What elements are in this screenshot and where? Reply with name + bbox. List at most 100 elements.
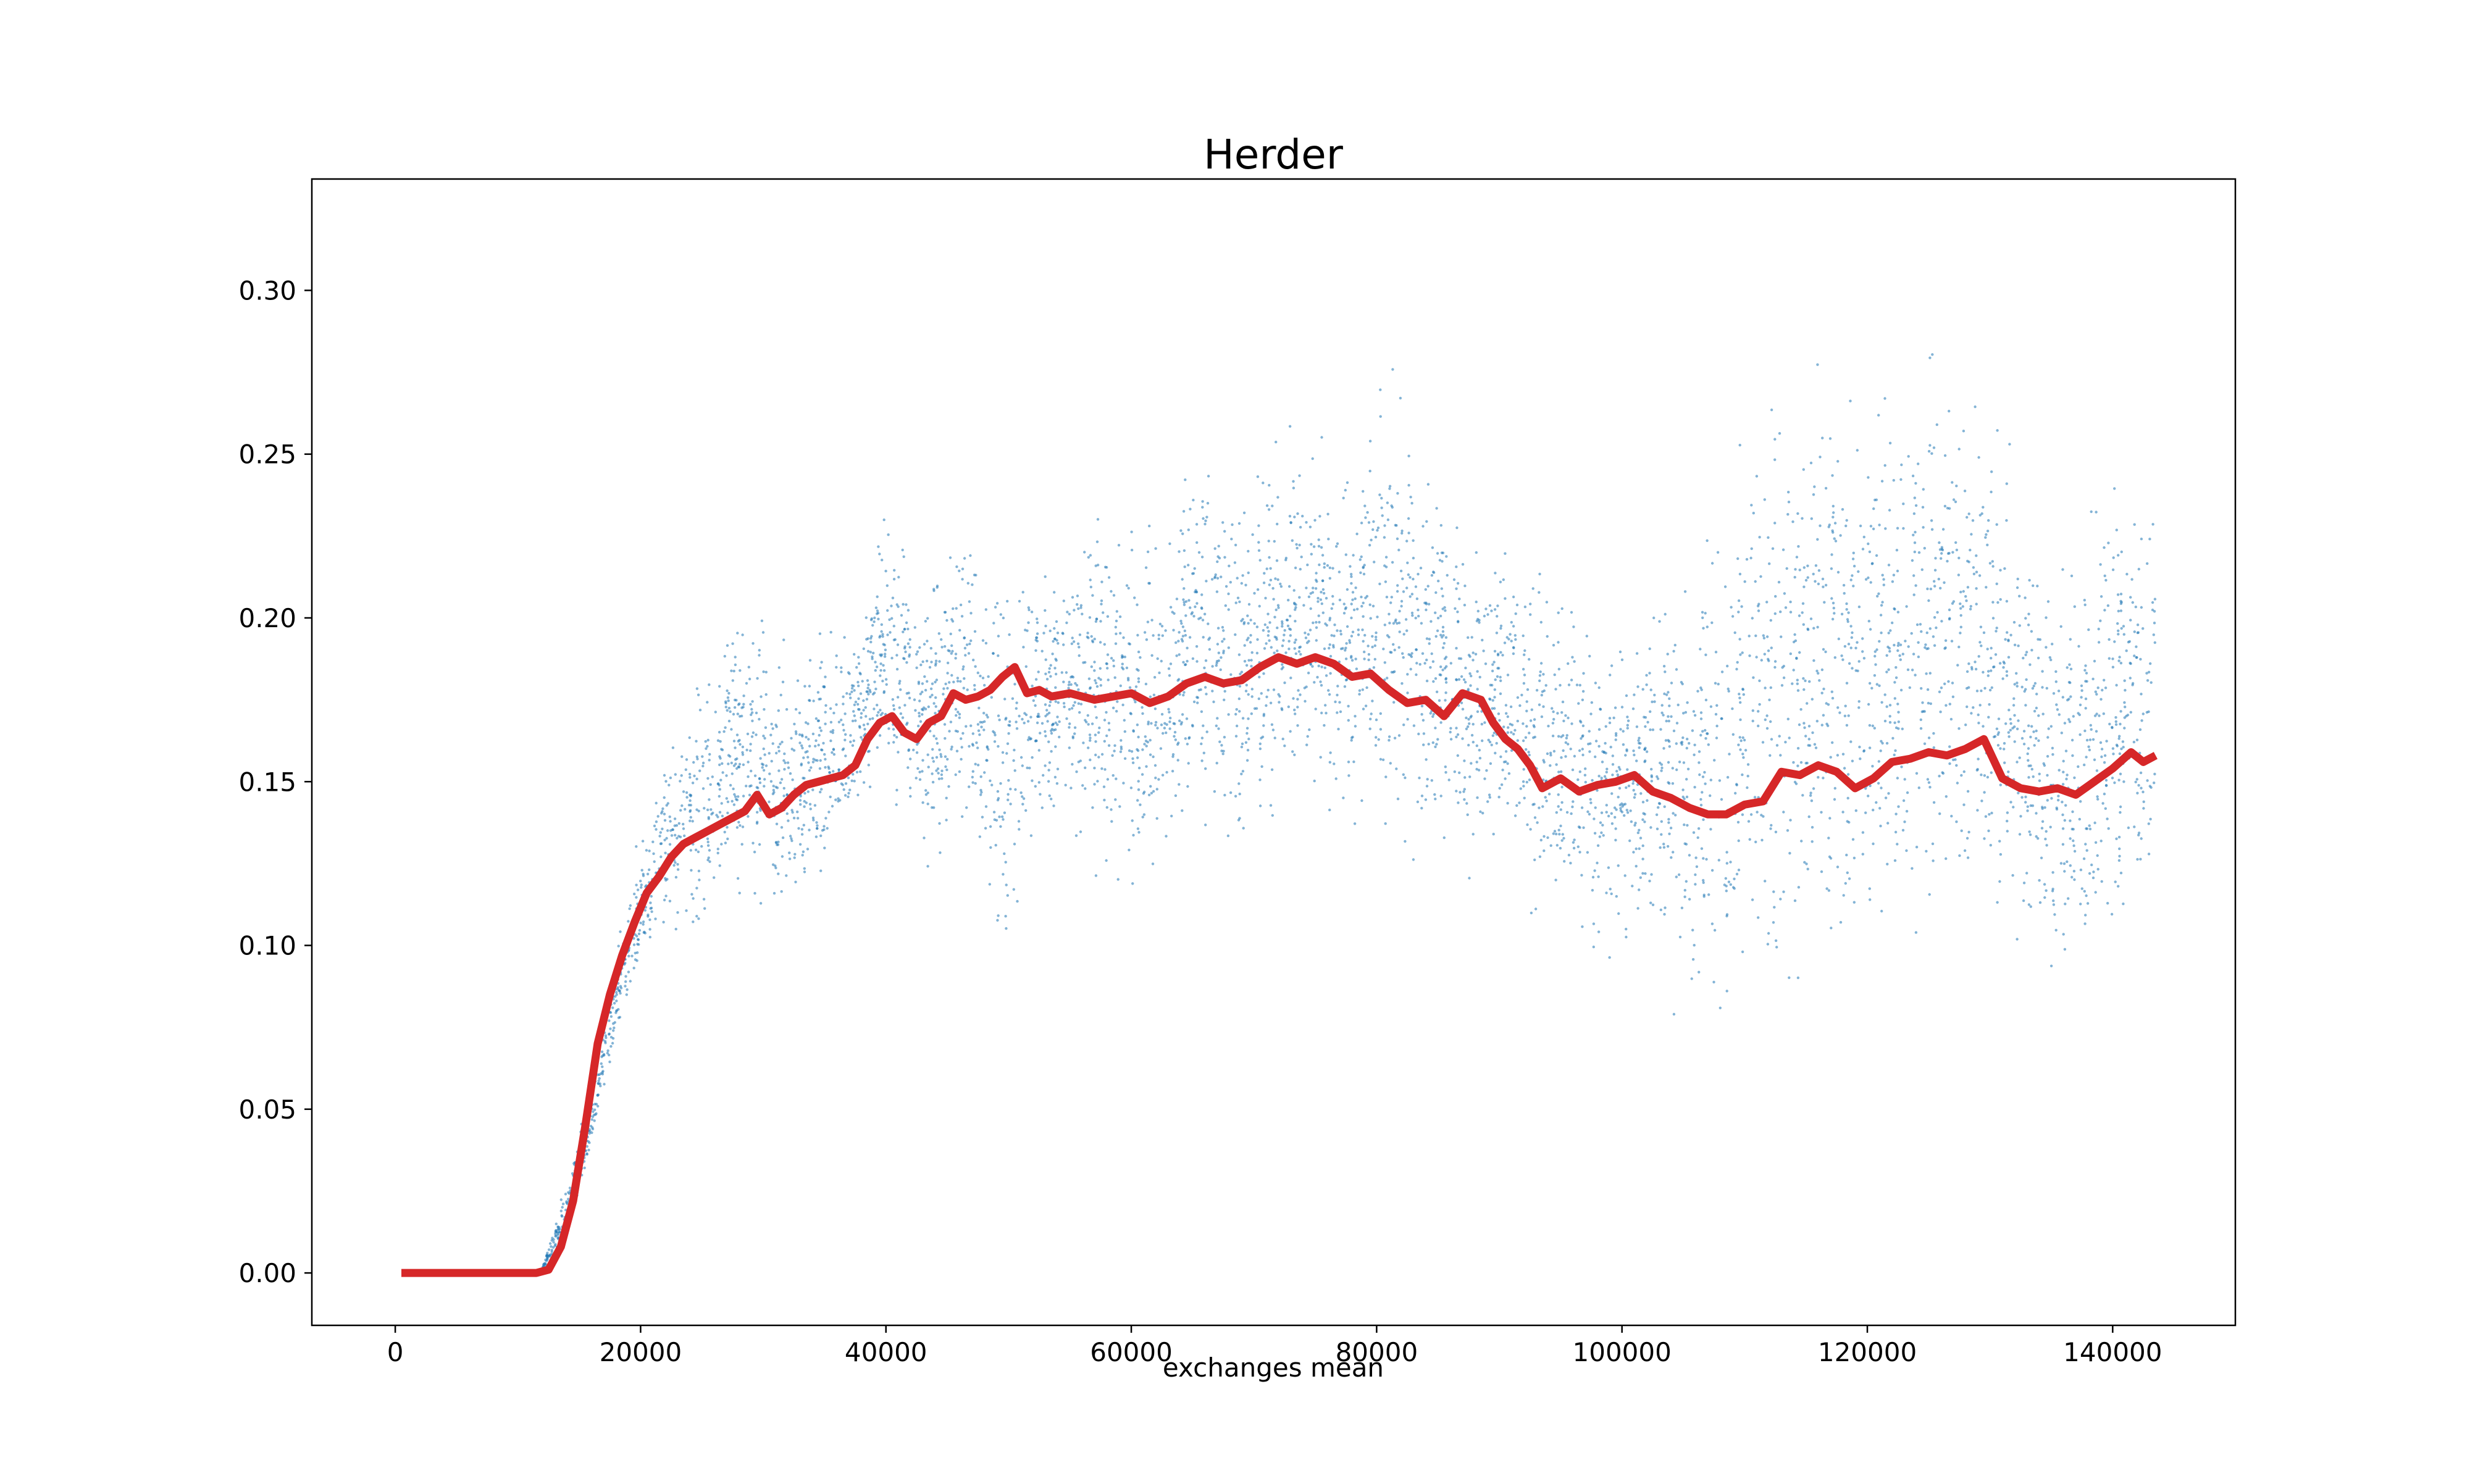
raw-point xyxy=(1959,625,1962,628)
raw-point xyxy=(819,869,823,872)
raw-point xyxy=(1459,791,1462,794)
raw-point xyxy=(1215,664,1218,667)
raw-point xyxy=(1490,609,1493,612)
raw-point xyxy=(971,770,975,773)
raw-point xyxy=(2027,759,2030,762)
raw-point xyxy=(1592,922,1596,925)
raw-point xyxy=(1443,667,1447,670)
raw-point xyxy=(961,815,964,819)
raw-point xyxy=(1649,688,1652,691)
raw-point xyxy=(1854,646,1857,650)
raw-point xyxy=(1430,573,1434,577)
raw-point xyxy=(1328,577,1331,580)
raw-point xyxy=(1428,642,1431,645)
raw-point xyxy=(1079,702,1083,706)
raw-point xyxy=(1962,770,1966,773)
raw-point xyxy=(1509,705,1513,709)
raw-point xyxy=(1241,770,1245,773)
raw-point xyxy=(1204,519,1207,522)
raw-point xyxy=(1804,578,1808,582)
raw-point xyxy=(1506,731,1509,734)
raw-point xyxy=(587,1148,590,1152)
raw-point xyxy=(1292,486,1296,490)
raw-point xyxy=(1717,859,1720,862)
raw-point xyxy=(1121,703,1124,707)
raw-point xyxy=(1565,736,1568,740)
raw-point xyxy=(1006,599,1009,603)
raw-point xyxy=(609,1011,613,1014)
raw-point xyxy=(1183,549,1186,552)
raw-point xyxy=(1441,607,1444,611)
raw-point xyxy=(665,836,668,840)
raw-point xyxy=(2140,537,2143,541)
raw-point xyxy=(1741,813,1744,816)
raw-point xyxy=(1184,663,1187,666)
raw-point xyxy=(768,772,771,775)
raw-point xyxy=(682,790,685,793)
raw-point xyxy=(609,1027,612,1030)
raw-point xyxy=(1278,701,1281,704)
raw-point xyxy=(648,935,652,939)
raw-point xyxy=(1320,684,1323,687)
raw-point xyxy=(1938,541,1941,544)
raw-point xyxy=(1460,701,1463,704)
raw-point xyxy=(1407,653,1410,656)
raw-point xyxy=(1704,737,1707,740)
raw-point xyxy=(1951,695,1955,699)
raw-point xyxy=(1288,515,1292,518)
raw-point xyxy=(1492,732,1496,735)
raw-point xyxy=(590,1131,593,1135)
raw-point xyxy=(1425,658,1428,662)
raw-point xyxy=(1271,586,1275,590)
raw-point xyxy=(1149,695,1152,699)
raw-point xyxy=(2147,822,2150,825)
raw-point xyxy=(1868,746,1872,749)
raw-point xyxy=(1455,735,1458,739)
raw-point xyxy=(637,932,641,936)
raw-point xyxy=(1374,535,1378,539)
raw-point xyxy=(1667,818,1670,821)
raw-point xyxy=(1746,763,1750,766)
raw-point xyxy=(892,625,896,628)
raw-point xyxy=(1829,857,1833,860)
raw-point xyxy=(1494,678,1497,682)
raw-point xyxy=(927,705,931,709)
raw-point xyxy=(1338,701,1341,704)
raw-point xyxy=(548,1242,552,1245)
raw-point xyxy=(1559,683,1562,687)
raw-point xyxy=(997,654,1000,657)
raw-point xyxy=(1789,611,1793,614)
raw-point xyxy=(1273,615,1276,619)
raw-point xyxy=(2129,619,2132,622)
raw-point xyxy=(1888,715,1891,718)
raw-point xyxy=(716,739,720,742)
raw-point xyxy=(1380,506,1383,509)
raw-point xyxy=(1650,873,1653,876)
raw-point xyxy=(845,692,848,695)
raw-point xyxy=(937,632,941,635)
raw-point xyxy=(1397,548,1400,552)
raw-point xyxy=(892,728,895,731)
raw-point xyxy=(866,637,869,640)
raw-point xyxy=(1456,611,1459,614)
raw-point xyxy=(1970,533,1973,536)
raw-point xyxy=(921,690,924,694)
raw-point xyxy=(832,752,836,756)
raw-point xyxy=(876,609,879,612)
raw-point xyxy=(1914,931,1918,934)
raw-point xyxy=(1468,722,1471,725)
raw-point xyxy=(1488,604,1492,607)
raw-point xyxy=(1757,724,1760,728)
raw-point xyxy=(2022,730,2026,733)
raw-point xyxy=(2046,600,2050,603)
raw-point xyxy=(1966,586,1970,589)
raw-point xyxy=(1926,778,1930,781)
raw-point xyxy=(2129,661,2132,665)
raw-point xyxy=(1262,724,1265,727)
raw-point xyxy=(973,684,976,687)
raw-point xyxy=(2024,801,2027,804)
raw-point xyxy=(748,677,751,681)
raw-point xyxy=(2005,674,2009,677)
raw-point xyxy=(1240,582,1244,585)
raw-point xyxy=(1830,927,1833,930)
